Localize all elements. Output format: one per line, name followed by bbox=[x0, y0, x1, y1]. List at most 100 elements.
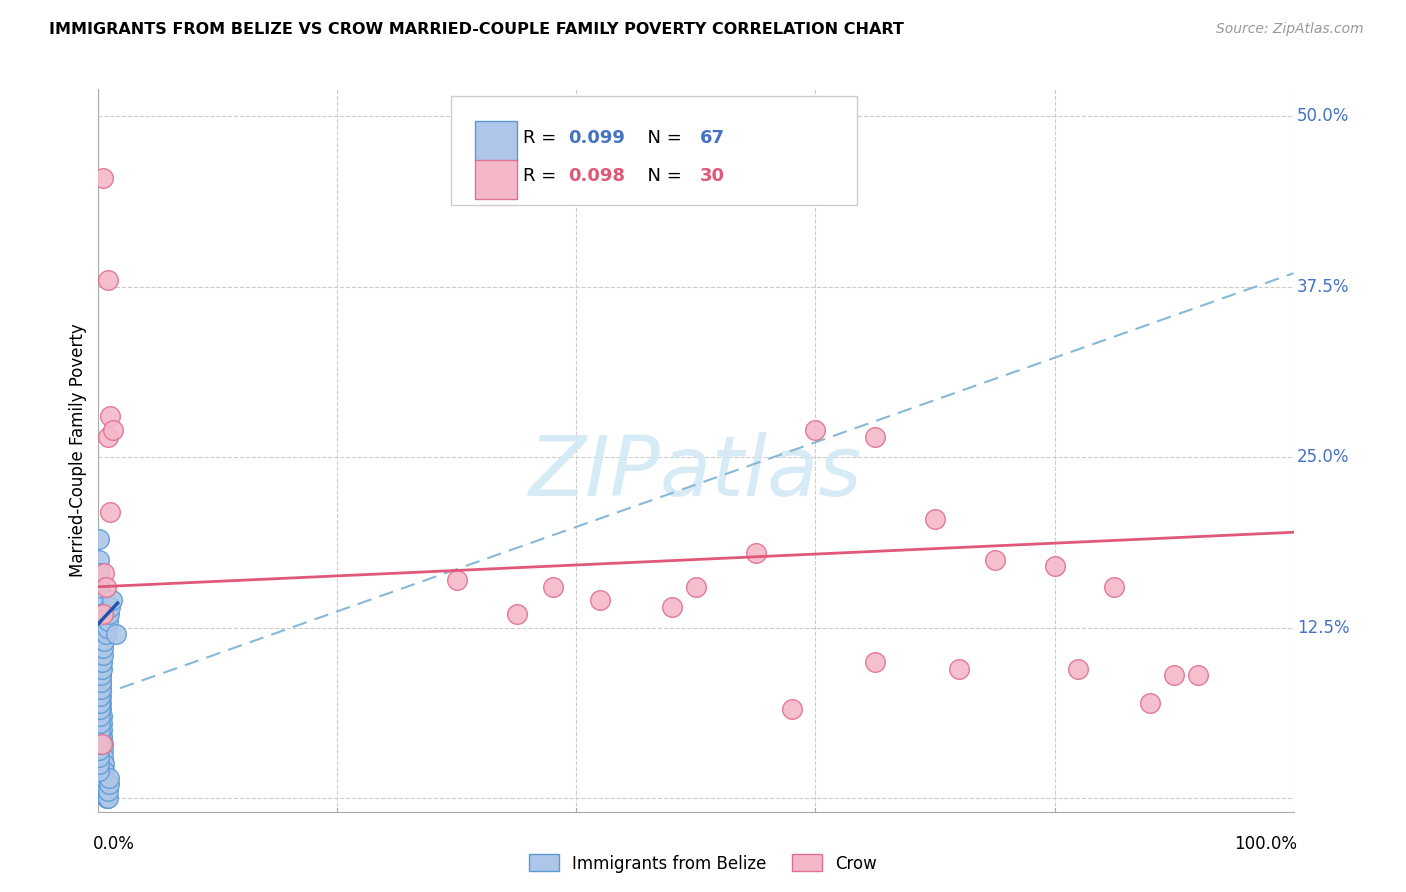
Point bbox=[1139, 696, 1161, 710]
Legend: Immigrants from Belize, Crow: Immigrants from Belize, Crow bbox=[523, 847, 883, 880]
Point bbox=[100, 593, 122, 607]
Text: 100.0%: 100.0% bbox=[1234, 835, 1298, 853]
Point bbox=[90, 696, 112, 710]
Point bbox=[98, 777, 121, 791]
Text: 0.098: 0.098 bbox=[568, 167, 626, 185]
Point bbox=[98, 600, 122, 615]
Point bbox=[90, 681, 112, 696]
Text: N =: N = bbox=[636, 167, 688, 185]
Point bbox=[89, 634, 111, 648]
Text: 67: 67 bbox=[700, 128, 724, 146]
Point bbox=[89, 723, 111, 737]
Point bbox=[91, 641, 114, 656]
Point bbox=[94, 580, 117, 594]
Point bbox=[89, 600, 111, 615]
Point bbox=[90, 675, 112, 690]
Point bbox=[93, 634, 115, 648]
Point bbox=[685, 580, 707, 594]
Point bbox=[97, 614, 120, 628]
Point bbox=[93, 566, 115, 581]
Point bbox=[804, 423, 827, 437]
Text: ZIPatlas: ZIPatlas bbox=[529, 432, 863, 513]
Point bbox=[89, 586, 111, 600]
Point bbox=[89, 621, 111, 635]
Point bbox=[91, 170, 114, 185]
Point bbox=[87, 566, 110, 581]
FancyBboxPatch shape bbox=[451, 96, 858, 205]
Text: 0.0%: 0.0% bbox=[93, 835, 135, 853]
Point bbox=[89, 689, 111, 703]
Point bbox=[90, 668, 112, 682]
Point bbox=[91, 730, 114, 744]
Point bbox=[87, 532, 110, 546]
Point bbox=[1187, 668, 1209, 682]
Text: 37.5%: 37.5% bbox=[1298, 278, 1350, 296]
Point bbox=[98, 607, 121, 621]
Point bbox=[93, 764, 115, 778]
Point bbox=[89, 593, 111, 607]
Point bbox=[89, 580, 111, 594]
Point bbox=[96, 791, 118, 805]
Point bbox=[97, 784, 120, 798]
Point bbox=[90, 662, 112, 676]
Point bbox=[91, 716, 114, 731]
Point bbox=[97, 430, 120, 444]
Point bbox=[745, 546, 768, 560]
Text: R =: R = bbox=[523, 128, 561, 146]
Point bbox=[91, 662, 114, 676]
Y-axis label: Married-Couple Family Poverty: Married-Couple Family Poverty bbox=[69, 324, 87, 577]
Text: 50.0%: 50.0% bbox=[1298, 107, 1350, 126]
Point bbox=[984, 552, 1007, 566]
Point bbox=[87, 757, 110, 772]
Point bbox=[89, 709, 111, 723]
Point bbox=[90, 668, 112, 682]
Point bbox=[89, 641, 111, 656]
Point bbox=[506, 607, 529, 621]
Text: 12.5%: 12.5% bbox=[1298, 619, 1350, 637]
Point bbox=[94, 627, 117, 641]
Text: 25.0%: 25.0% bbox=[1298, 449, 1350, 467]
Text: IMMIGRANTS FROM BELIZE VS CROW MARRIED-COUPLE FAMILY POVERTY CORRELATION CHART: IMMIGRANTS FROM BELIZE VS CROW MARRIED-C… bbox=[49, 22, 904, 37]
Point bbox=[924, 511, 946, 525]
Point bbox=[1067, 662, 1090, 676]
Point bbox=[105, 627, 128, 641]
Point bbox=[89, 696, 111, 710]
Point bbox=[91, 743, 114, 757]
Point bbox=[98, 409, 122, 424]
Point bbox=[93, 771, 115, 785]
Point bbox=[98, 505, 122, 519]
Point bbox=[90, 655, 112, 669]
Point bbox=[94, 784, 117, 798]
Point bbox=[96, 621, 118, 635]
Point bbox=[89, 607, 111, 621]
Point bbox=[97, 791, 120, 805]
Text: N =: N = bbox=[636, 128, 688, 146]
Point bbox=[89, 702, 111, 716]
Point bbox=[93, 757, 115, 772]
Text: 30: 30 bbox=[700, 167, 724, 185]
Point bbox=[91, 709, 114, 723]
Point bbox=[89, 627, 111, 641]
Point bbox=[89, 730, 111, 744]
FancyBboxPatch shape bbox=[475, 160, 517, 200]
Point bbox=[96, 791, 118, 805]
Point bbox=[98, 771, 121, 785]
Point bbox=[91, 655, 114, 669]
Point bbox=[948, 662, 970, 676]
Text: 0.099: 0.099 bbox=[568, 128, 626, 146]
FancyBboxPatch shape bbox=[475, 121, 517, 161]
Point bbox=[589, 593, 612, 607]
Point bbox=[87, 750, 110, 764]
Point bbox=[90, 702, 112, 716]
Point bbox=[1163, 668, 1185, 682]
Point bbox=[1043, 559, 1066, 574]
Point bbox=[91, 750, 114, 764]
Point bbox=[780, 702, 803, 716]
Point bbox=[446, 573, 468, 587]
Point bbox=[101, 423, 124, 437]
Point bbox=[541, 580, 564, 594]
Point bbox=[87, 552, 110, 566]
Point bbox=[90, 689, 112, 703]
Point bbox=[89, 737, 111, 751]
Text: R =: R = bbox=[523, 167, 561, 185]
